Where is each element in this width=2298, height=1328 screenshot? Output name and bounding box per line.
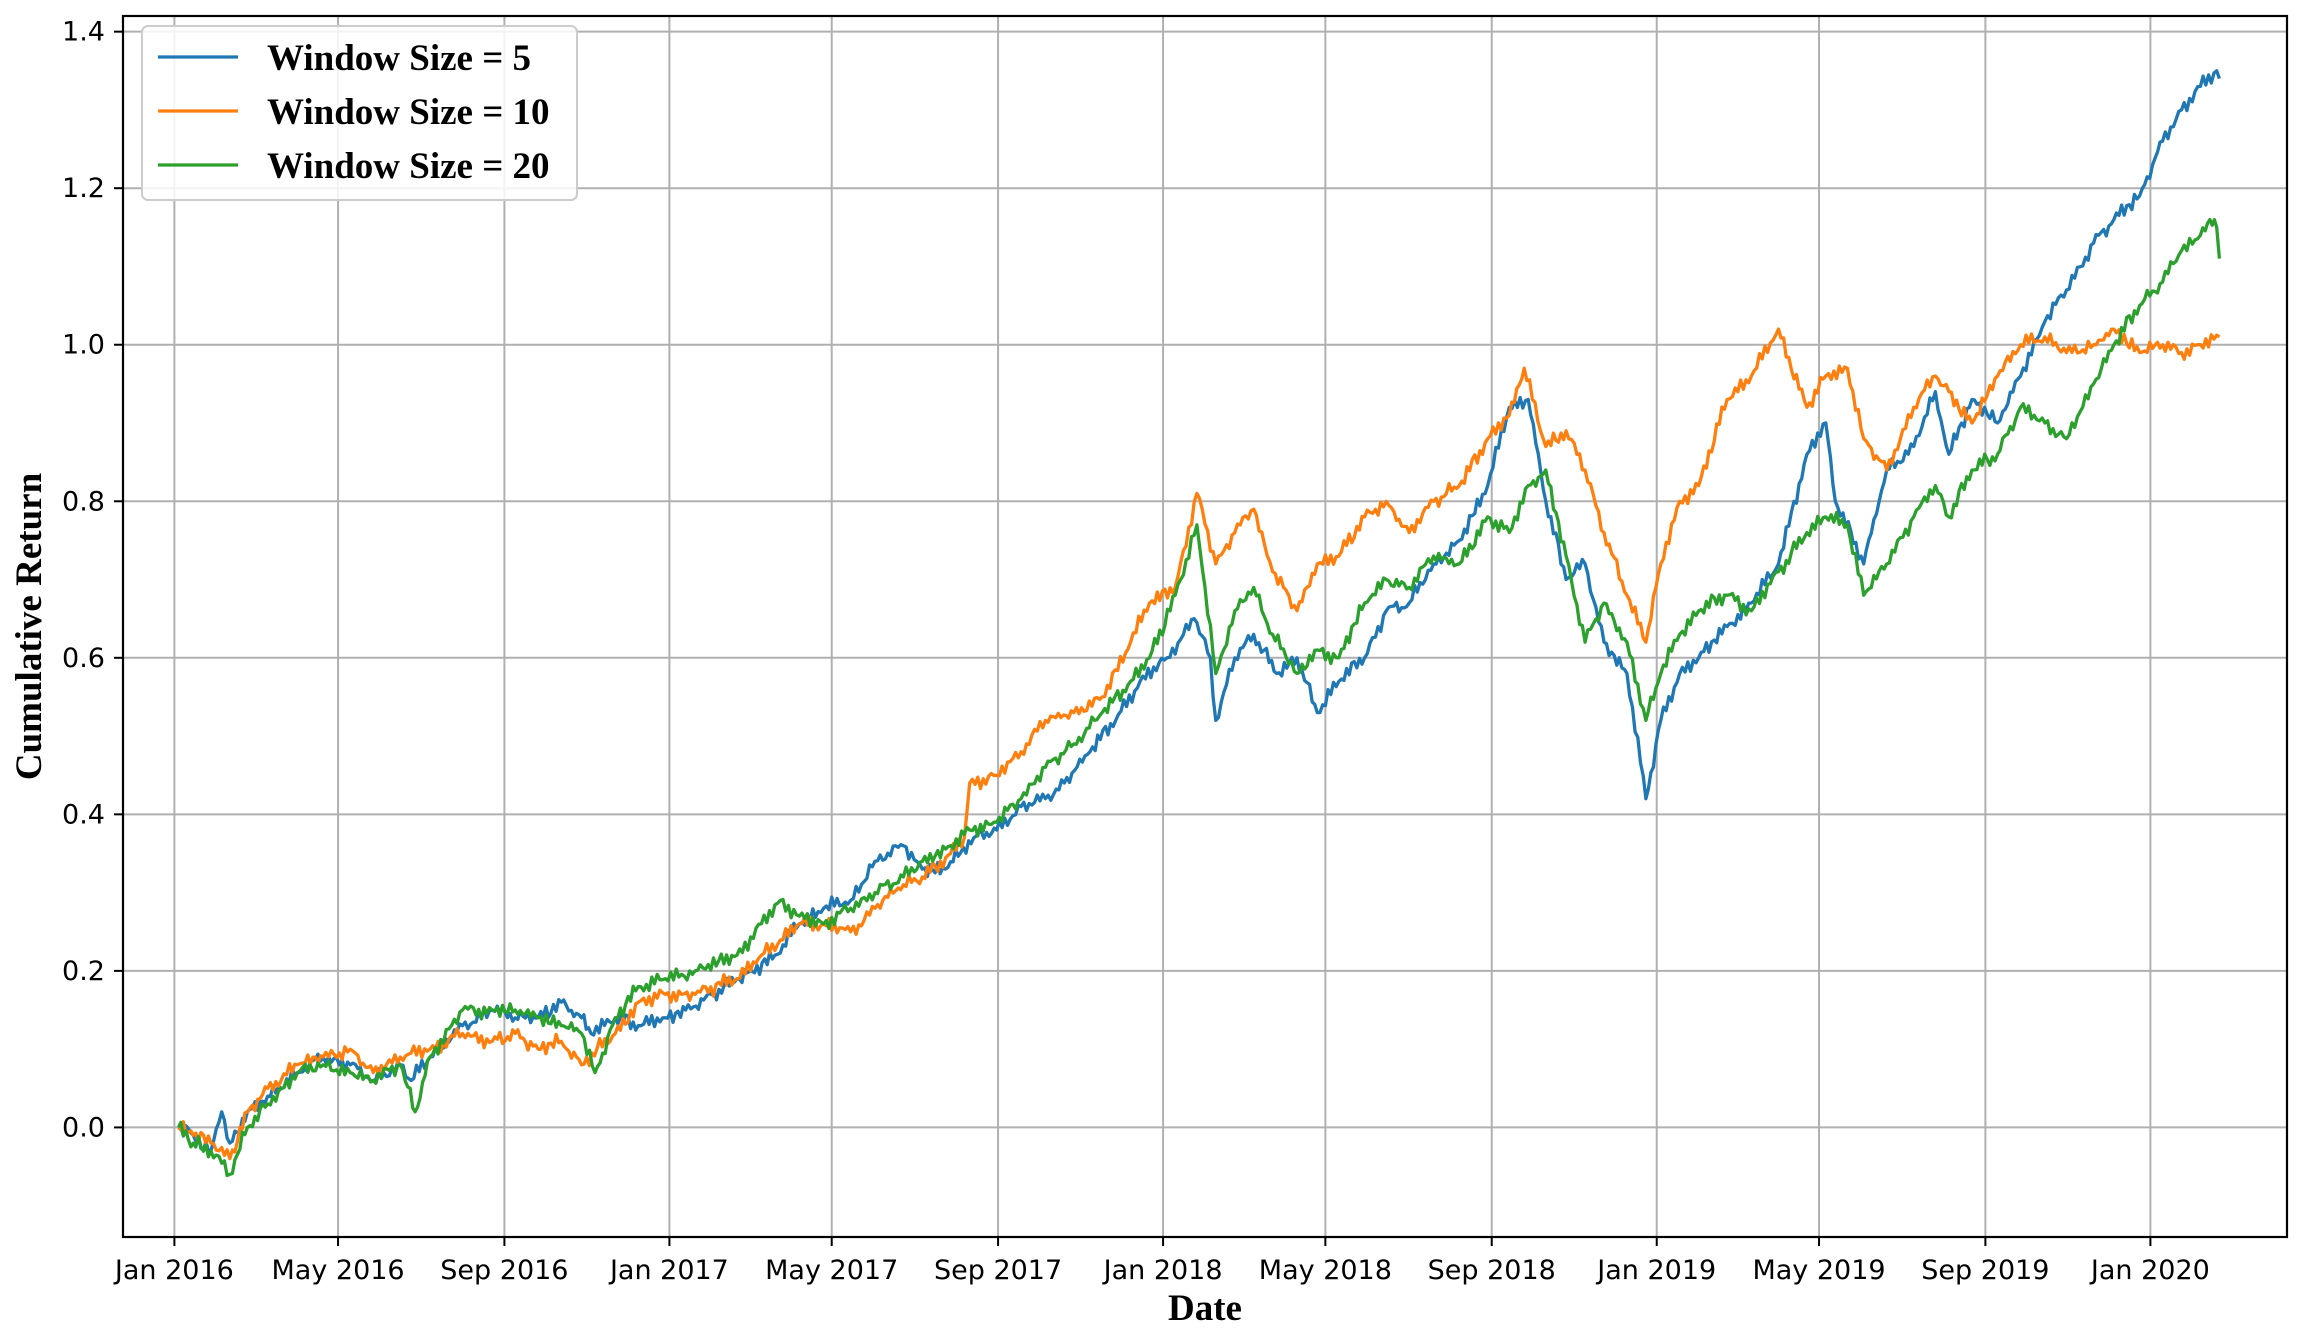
x-tick-label: Jan 2019 (1595, 1255, 1716, 1286)
x-tick-label: Jan 2016 (113, 1255, 234, 1286)
y-tick-label: 0.8 (62, 486, 105, 517)
x-tick-label: Jan 2020 (2089, 1255, 2210, 1286)
series-line (178, 69, 2221, 1153)
y-axis: 0.0 0.2 0.4 0.6 0.8 1.0 1.2 1.4 (62, 17, 123, 1143)
x-axis-title: Date (1168, 1288, 1242, 1328)
legend-box (141, 25, 578, 201)
x-axis: Jan 2016 May 2016 Sep 2016 Jan 2017 May 2017… (113, 1237, 2210, 1286)
x-tick-label: Sep 2018 (1428, 1255, 1556, 1286)
legend-label: Window Size = 5 (267, 38, 531, 79)
y-tick-label: 1.4 (62, 17, 105, 48)
y-tick-label: 1.0 (62, 330, 105, 361)
x-tick-label: May 2017 (765, 1255, 898, 1286)
y-tick-label: 0.2 (62, 956, 105, 987)
y-axis-title: Cumulative Return (9, 472, 50, 780)
series-line (177, 327, 2221, 1161)
legend-label: Window Size = 20 (267, 146, 550, 187)
x-tick-label: Sep 2016 (440, 1255, 568, 1286)
legend: Window Size = 5 Window Size = 10 Window Si… (141, 25, 578, 201)
x-tick-label: Sep 2017 (934, 1255, 1062, 1286)
x-tick-label: Jan 2017 (608, 1255, 729, 1286)
series-lines (177, 69, 2222, 1178)
y-tick-label: 0.0 (62, 1112, 105, 1143)
y-tick-label: 0.4 (62, 799, 105, 830)
plot-area-frame (121, 14, 2289, 1239)
y-tick-label: 1.2 (62, 173, 105, 204)
legend-label: Window Size = 10 (267, 92, 550, 133)
grid-lines (123, 16, 2287, 1237)
y-tick-label: 0.6 (62, 643, 105, 674)
x-tick-label: May 2018 (1259, 1255, 1392, 1286)
series-line (177, 217, 2222, 1178)
x-tick-label: May 2016 (271, 1255, 404, 1286)
x-tick-label: May 2019 (1752, 1255, 1885, 1286)
x-tick-label: Jan 2018 (1102, 1255, 1223, 1286)
x-tick-label: Sep 2019 (1921, 1255, 2049, 1286)
